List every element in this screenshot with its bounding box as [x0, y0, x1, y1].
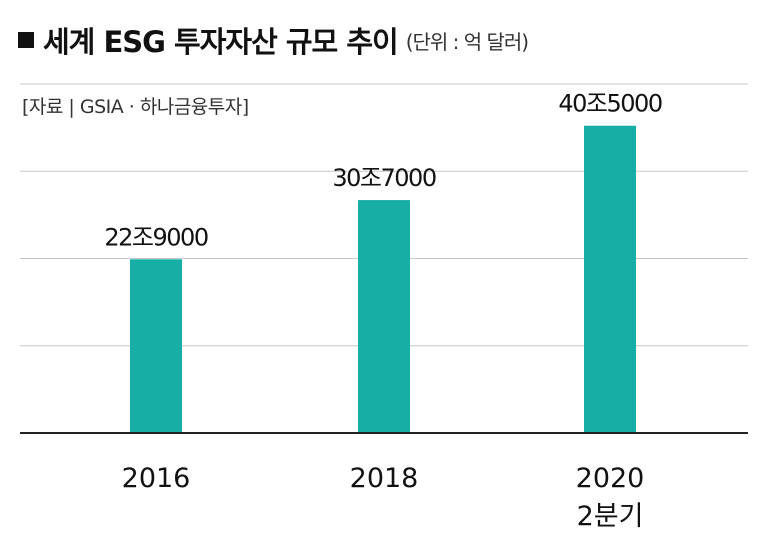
x-tick-label: 2018: [350, 463, 419, 494]
bar-value-label: 22조9000: [104, 223, 207, 251]
bar: [358, 200, 410, 433]
chart-source: [자료 | GSIA · 하나금융투자]: [22, 96, 249, 118]
bar-value-label: 30조7000: [332, 164, 435, 192]
bar: [130, 259, 182, 433]
bar-value-label: 40조5000: [558, 90, 661, 118]
chart-header: 세계 ESG 투자자산 규모 추이 (단위 : 억 달러): [18, 20, 529, 60]
title-bullet-icon: [18, 32, 34, 48]
x-tick-label: 2020: [576, 463, 645, 494]
bar: [584, 125, 636, 433]
chart-title: 세계 ESG 투자자산 규모 추이: [43, 25, 399, 59]
chart-unit-label: (단위 : 억 달러): [405, 29, 529, 54]
x-tick-label: 2분기: [577, 501, 644, 532]
x-tick-label: 2016: [122, 463, 191, 494]
